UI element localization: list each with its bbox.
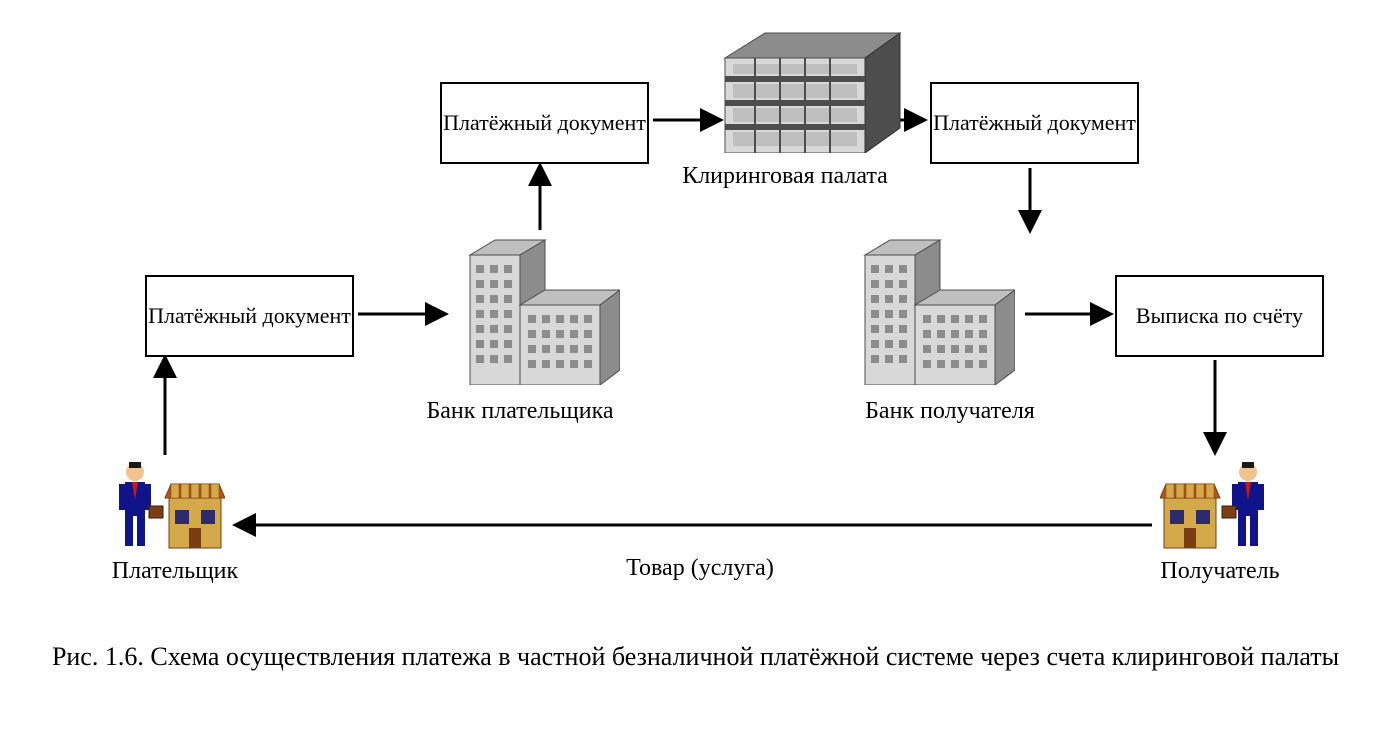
doc1-text: Платёжный документ — [148, 303, 351, 328]
diagram-canvas: Платёжный документ Платёжный документ Пл… — [0, 0, 1391, 733]
payer-icon — [115, 458, 225, 553]
payee-bank-label: Банк получателя — [800, 398, 1100, 425]
doc2-box: Платёжный документ — [440, 82, 649, 164]
payee-label: Получатель — [1135, 558, 1305, 585]
payer-bank-icon — [450, 235, 620, 385]
arrows-layer — [0, 0, 1391, 733]
doc4-text: Выписка по счёту — [1136, 303, 1303, 328]
clearing-house-label: Клиринговая палата — [640, 163, 930, 190]
clearing-house-icon — [715, 28, 905, 153]
payer-label: Плательщик — [90, 558, 260, 585]
payer-bank-label: Банк плательщика — [360, 398, 680, 425]
doc3-box: Платёжный документ — [930, 82, 1139, 164]
doc1-box: Платёжный документ — [145, 275, 354, 357]
doc3-text: Платёжный документ — [933, 110, 1136, 135]
doc2-text: Платёжный документ — [443, 110, 646, 135]
payee-bank-icon — [845, 235, 1015, 385]
edge-goods-label: Товар (услуга) — [540, 555, 860, 582]
figure-caption: Рис. 1.6. Схема осуществления платежа в … — [0, 640, 1391, 674]
payee-icon — [1160, 458, 1270, 553]
doc4-box: Выписка по счёту — [1115, 275, 1324, 357]
